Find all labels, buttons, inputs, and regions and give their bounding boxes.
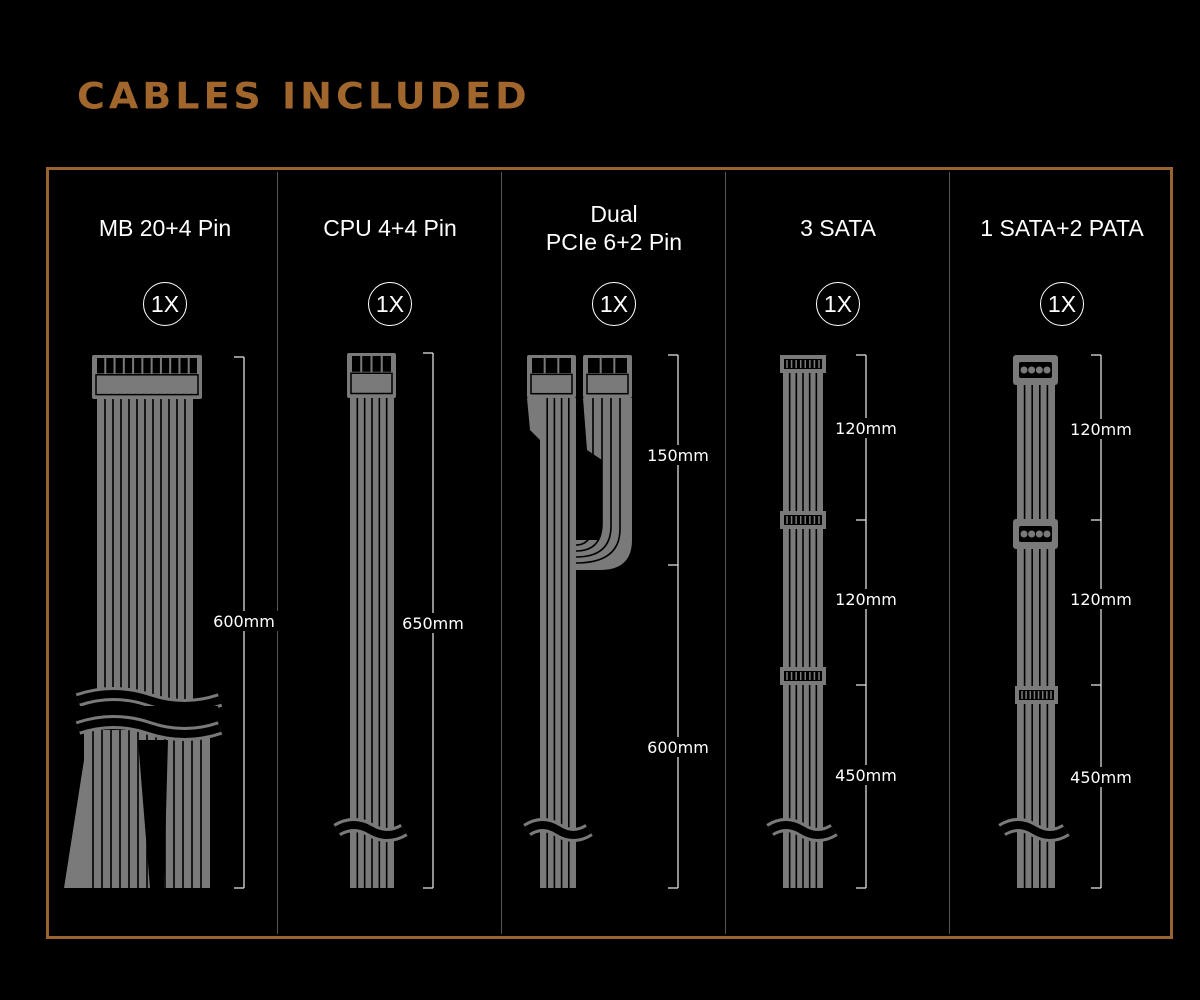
cables-frame — [46, 167, 1173, 939]
cable-wires — [1017, 385, 1055, 888]
connector-pin — [352, 356, 361, 372]
column-divider — [277, 172, 278, 934]
cable-column-pcie: Dual PCIe 6+2 Pin 1X — [502, 172, 726, 934]
connector-pin — [124, 358, 133, 374]
connector-pin — [545, 358, 558, 374]
connector-latch — [586, 373, 629, 395]
molex-pin — [1020, 530, 1028, 538]
molex-pin — [1035, 530, 1043, 538]
connector-pin — [615, 358, 627, 374]
pcie-branch — [576, 398, 632, 570]
count-badge: 1X — [816, 282, 860, 326]
count-badge: 1X — [368, 282, 412, 326]
label-bg — [1063, 419, 1139, 439]
cable-column-cpu: CPU 4+4 Pin 1X — [278, 172, 502, 934]
molex-pin — [1028, 366, 1036, 374]
count-badge: 1X — [592, 282, 636, 326]
cable-break-gap — [767, 821, 837, 839]
connector-pin — [97, 358, 105, 374]
length-label: 650mm — [402, 614, 464, 633]
connector-pin — [180, 358, 188, 374]
label-bg — [206, 611, 282, 631]
molex-pin — [1043, 366, 1051, 374]
length-label: 120mm — [1070, 590, 1132, 609]
connector-pin — [171, 358, 179, 374]
cable-title: MB 20+4 Pin — [98, 215, 232, 241]
sata-slot — [784, 359, 822, 369]
cable-column-sata: 3 SATA 1X — [726, 172, 950, 934]
cable-splay — [64, 760, 84, 888]
length-label: 120mm — [1070, 420, 1132, 439]
label-bg — [395, 613, 471, 633]
molex-pin — [1028, 530, 1036, 538]
cable-wires — [540, 398, 576, 888]
molex-slot — [1019, 526, 1052, 542]
wire-gap — [575, 398, 603, 552]
cable-title: CPU 4+4 Pin — [323, 215, 457, 241]
connector-pin — [372, 356, 381, 372]
molex-pin — [1035, 366, 1043, 374]
label-bg — [640, 737, 716, 757]
label-bg — [828, 765, 904, 785]
sata-slot — [784, 671, 822, 681]
column-divider — [949, 172, 950, 934]
connector-pin — [532, 358, 544, 374]
connector-pin — [161, 358, 170, 374]
connector-pin — [382, 356, 391, 372]
connector-pin — [134, 358, 142, 374]
label-bg — [640, 445, 716, 465]
length-label: 120mm — [835, 419, 897, 438]
length-label: 120mm — [835, 590, 897, 609]
cable-break-gap — [76, 718, 222, 738]
count-badge: 1X — [143, 282, 187, 326]
cable-break-gap — [76, 690, 222, 710]
connector-pin — [115, 358, 123, 374]
connector-pin — [588, 358, 600, 374]
cable-title: 1 SATA+2 PATA — [980, 215, 1144, 241]
connector-latch — [350, 372, 393, 395]
cable-title: 3 SATA — [800, 215, 876, 241]
label-bg — [1063, 589, 1139, 609]
cable-break-gap — [334, 821, 407, 839]
length-label: 450mm — [1070, 768, 1132, 787]
connector-latch — [530, 373, 573, 395]
length-label: 600mm — [647, 738, 709, 757]
count-badge: 1X — [1040, 282, 1084, 326]
connector-pin — [559, 358, 571, 374]
label-bg — [828, 418, 904, 438]
connector-latch — [95, 374, 199, 396]
label-bg — [828, 589, 904, 609]
sata-slot — [784, 515, 822, 525]
length-label: 150mm — [647, 446, 709, 465]
column-divider — [501, 172, 502, 934]
cable-column-sata-pata: 1 SATA+2 PATA 1X — [950, 172, 1174, 934]
split-gap — [138, 740, 168, 888]
pcie-branch — [527, 398, 540, 440]
cable-break-gap — [999, 821, 1069, 839]
molex-slot — [1019, 362, 1052, 378]
cable-column-mb: MB 20+4 Pin 1X — [53, 172, 277, 934]
wire-gap — [575, 398, 594, 546]
sata-slot — [1019, 690, 1054, 700]
connector-pin — [189, 358, 197, 374]
cable-title: Dual PCIe 6+2 Pin — [545, 201, 683, 255]
label-bg — [1063, 767, 1139, 787]
connector-pin — [152, 358, 160, 374]
wire-gap — [575, 398, 612, 558]
column-divider — [725, 172, 726, 934]
page-title: CABLES INCLUDED — [77, 75, 531, 117]
wire-gap — [575, 398, 621, 564]
molex-pin — [1043, 530, 1051, 538]
connector-pin — [601, 358, 614, 374]
connector-pin — [143, 358, 151, 374]
connector-pin — [362, 356, 371, 372]
length-label: 600mm — [213, 612, 275, 631]
length-label: 450mm — [835, 766, 897, 785]
cable-break-gap — [524, 821, 592, 839]
molex-pin — [1020, 366, 1028, 374]
connector-pin — [106, 358, 114, 374]
